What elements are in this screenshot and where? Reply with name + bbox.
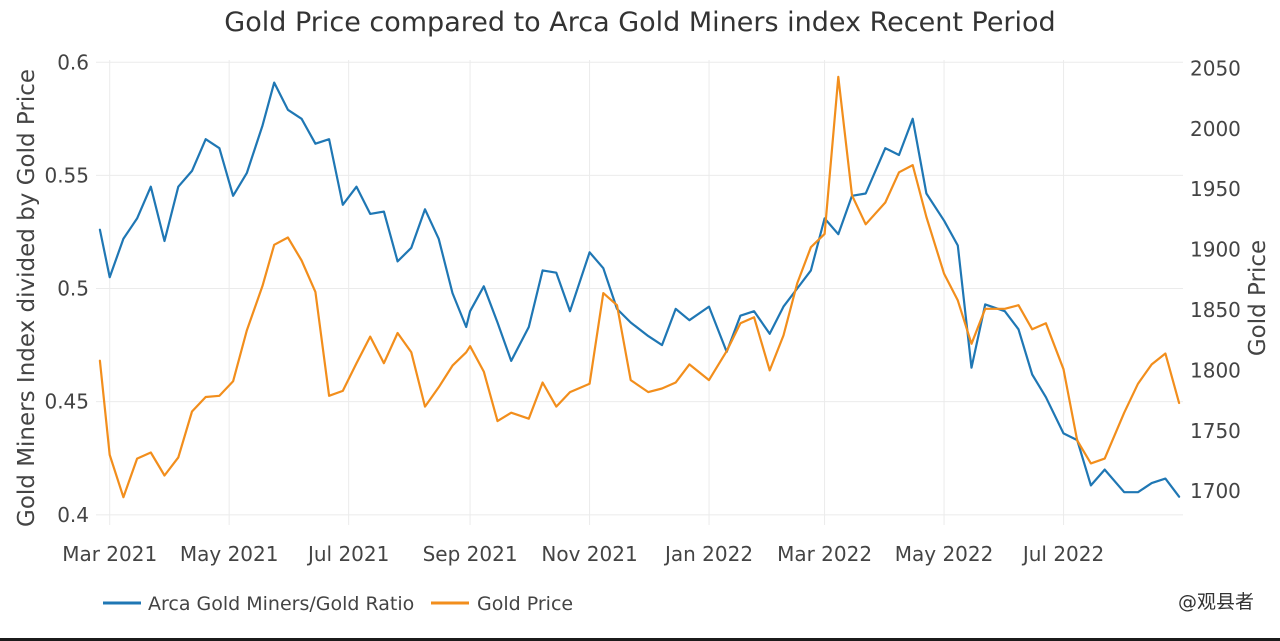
x-tick-mar-2021: Mar 2021 xyxy=(62,542,157,566)
y-right-tick-1750: 1750 xyxy=(1190,419,1241,443)
x-tick-jan-2022: Jan 2022 xyxy=(663,542,753,566)
x-tick-may-2021: May 2021 xyxy=(180,542,279,566)
legend-label-ratio: Arca Gold Miners/Gold Ratio xyxy=(148,593,414,615)
x-tick-may-2022: May 2022 xyxy=(895,542,994,566)
x-tick-mar-2022: Mar 2022 xyxy=(777,542,872,566)
y-right-tick-1950: 1950 xyxy=(1190,177,1241,201)
chart-title: Gold Price compared to Arca Gold Miners … xyxy=(224,7,1055,38)
y-left-tick-0-5: 0.5 xyxy=(57,277,89,301)
gridlines xyxy=(96,60,1183,525)
legend-item-gold-price[interactable]: Gold Price xyxy=(431,593,573,615)
y-axis-label-left: Gold Miners Index divided by Gold Price xyxy=(14,69,40,527)
tick-labels: Mar 2021 May 2021 Jul 2021 Sep 2021 Nov 2021… xyxy=(44,50,1240,566)
y-right-tick-1700: 1700 xyxy=(1190,479,1241,503)
y-right-tick-1800: 1800 xyxy=(1190,358,1241,382)
y-left-tick-0-45: 0.45 xyxy=(44,390,89,414)
legend[interactable]: Arca Gold Miners/Gold Ratio Gold Price xyxy=(103,593,573,615)
y-right-tick-1850: 1850 xyxy=(1190,298,1241,322)
x-tick-jul-2021: Jul 2021 xyxy=(306,542,389,566)
legend-label-gold-price: Gold Price xyxy=(477,593,573,615)
y-right-tick-2000: 2000 xyxy=(1190,117,1241,141)
y-axis-label-right: Gold Price xyxy=(1245,240,1271,356)
x-tick-jul-2022: Jul 2022 xyxy=(1021,542,1104,566)
y-right-tick-2050: 2050 xyxy=(1190,56,1241,80)
bottom-rule xyxy=(0,638,1280,641)
x-tick-sep-2021: Sep 2021 xyxy=(423,542,518,566)
series-lines xyxy=(98,75,1181,499)
y-left-tick-0-4: 0.4 xyxy=(57,503,89,527)
y-left-tick-0-6: 0.6 xyxy=(57,50,89,74)
series-line-gold-price xyxy=(98,75,1181,499)
watermark-text: @观县者 xyxy=(1178,591,1254,613)
legend-item-ratio[interactable]: Arca Gold Miners/Gold Ratio xyxy=(103,593,414,615)
x-tick-nov-2021: Nov 2021 xyxy=(541,542,637,566)
y-right-tick-1900: 1900 xyxy=(1190,238,1241,262)
y-left-tick-0-55: 0.55 xyxy=(44,163,89,187)
